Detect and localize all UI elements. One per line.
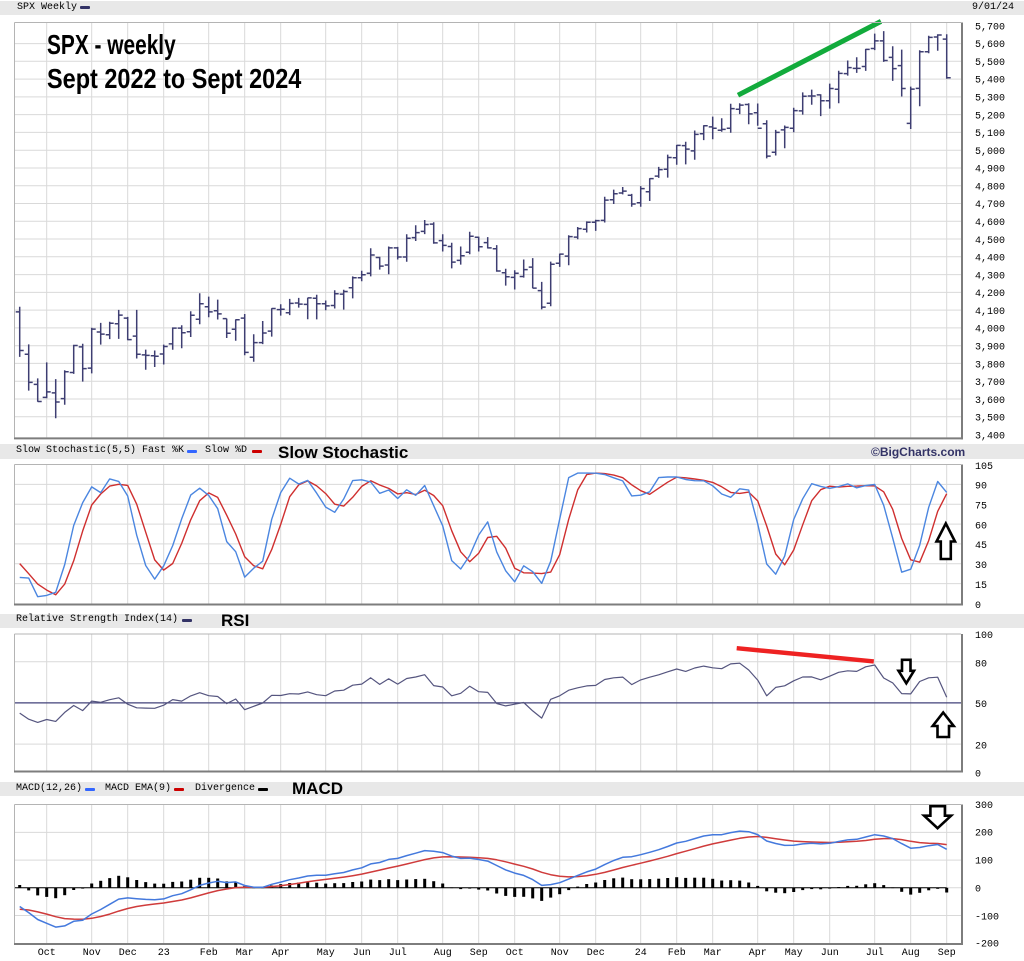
svg-text:3,900: 3,900 [975, 343, 1005, 354]
svg-text:3,800: 3,800 [975, 360, 1005, 371]
svg-text:4,000: 4,000 [975, 325, 1005, 336]
svg-text:Aug: Aug [434, 948, 452, 959]
svg-text:5,400: 5,400 [975, 76, 1005, 87]
svg-text:3,400: 3,400 [975, 431, 1005, 442]
svg-text:5,500: 5,500 [975, 58, 1005, 69]
svg-text:Apr: Apr [749, 948, 767, 959]
svg-text:Nov: Nov [551, 948, 569, 959]
svg-text:23: 23 [158, 948, 170, 959]
svg-text:Jun: Jun [821, 948, 839, 959]
svg-text:Oct: Oct [506, 948, 524, 959]
svg-text:4,900: 4,900 [975, 165, 1005, 176]
svg-text:4,500: 4,500 [975, 236, 1005, 247]
svg-text:24: 24 [635, 948, 647, 959]
svg-text:15: 15 [975, 581, 987, 592]
svg-text:5,100: 5,100 [975, 129, 1005, 140]
svg-text:Sep: Sep [470, 948, 488, 959]
svg-text:Sep: Sep [938, 948, 956, 959]
svg-text:Feb: Feb [200, 947, 218, 959]
svg-text:60: 60 [975, 521, 987, 532]
svg-text:100: 100 [975, 856, 993, 867]
svg-text:Aug: Aug [902, 948, 920, 959]
svg-text:Dec: Dec [587, 948, 605, 959]
svg-text:90: 90 [975, 482, 987, 493]
svg-text:5,700: 5,700 [975, 22, 1005, 33]
svg-text:3,500: 3,500 [975, 414, 1005, 425]
svg-text:Feb: Feb [668, 947, 686, 959]
svg-text:80: 80 [975, 659, 987, 670]
svg-text:Nov: Nov [83, 948, 101, 959]
svg-text:May: May [317, 948, 335, 959]
svg-text:75: 75 [975, 502, 987, 513]
svg-text:5,600: 5,600 [975, 40, 1005, 51]
svg-text:Jul: Jul [866, 947, 884, 959]
svg-text:0: 0 [975, 770, 981, 781]
svg-text:5,200: 5,200 [975, 111, 1005, 122]
svg-text:0: 0 [975, 884, 981, 895]
svg-text:100: 100 [975, 631, 993, 642]
svg-text:Oct: Oct [38, 948, 56, 959]
svg-text:-100: -100 [975, 912, 999, 923]
svg-text:200: 200 [975, 829, 993, 840]
svg-text:Jul: Jul [389, 947, 407, 959]
svg-text:30: 30 [975, 561, 987, 572]
svg-text:4,300: 4,300 [975, 271, 1005, 282]
svg-text:4,800: 4,800 [975, 182, 1005, 193]
svg-text:3,600: 3,600 [975, 396, 1005, 407]
svg-text:50: 50 [975, 700, 987, 711]
svg-text:4,700: 4,700 [975, 200, 1005, 211]
svg-text:5,000: 5,000 [975, 147, 1005, 158]
svg-text:Apr: Apr [272, 948, 290, 959]
svg-text:Mar: Mar [704, 948, 722, 959]
svg-text:0: 0 [975, 601, 981, 612]
svg-text:4,100: 4,100 [975, 307, 1005, 318]
svg-text:4,600: 4,600 [975, 218, 1005, 229]
svg-text:4,200: 4,200 [975, 289, 1005, 300]
svg-text:300: 300 [975, 801, 993, 812]
svg-text:4,400: 4,400 [975, 254, 1005, 265]
svg-text:45: 45 [975, 541, 987, 552]
svg-text:20: 20 [975, 742, 987, 753]
svg-text:Dec: Dec [119, 948, 137, 959]
svg-text:Jun: Jun [353, 948, 371, 959]
svg-text:May: May [785, 948, 803, 959]
svg-text:105: 105 [975, 462, 993, 473]
svg-text:5,300: 5,300 [975, 93, 1005, 104]
svg-text:3,700: 3,700 [975, 378, 1005, 389]
svg-text:Mar: Mar [236, 948, 254, 959]
svg-text:-200: -200 [975, 940, 999, 951]
